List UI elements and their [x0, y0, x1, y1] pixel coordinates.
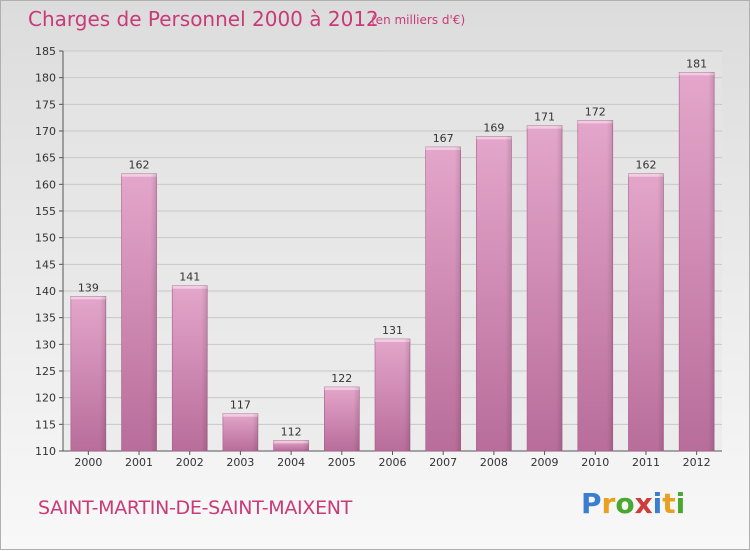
bar-layer	[70, 72, 715, 452]
logo-letter: i	[652, 487, 663, 520]
logo-letter: P	[581, 487, 602, 520]
x-tick-label: 2007	[429, 456, 457, 469]
x-tick-label: 2003	[226, 456, 254, 469]
y-tick-label: 120	[35, 392, 56, 405]
y-tick-label: 145	[35, 258, 56, 271]
bar-shade	[657, 173, 664, 451]
y-tick-label: 160	[35, 178, 56, 191]
bar-shade	[505, 136, 512, 452]
bar-shade	[201, 285, 208, 451]
chart-title: Charges de Personnel 2000 à 2012	[28, 7, 379, 31]
y-tick-label: 125	[35, 365, 56, 378]
data-label: 162	[129, 159, 150, 172]
y-tick-label: 140	[35, 285, 56, 298]
y-tick-label: 155	[35, 205, 56, 218]
bar-highlight	[121, 173, 157, 177]
y-tick-label: 110	[35, 445, 56, 458]
bar-shade	[404, 339, 410, 451]
bar-shade	[556, 125, 563, 452]
x-tick-label: 2002	[176, 456, 204, 469]
bar-shade	[302, 440, 309, 451]
logo-letter: o	[615, 487, 635, 520]
x-tick-label: 2000	[74, 456, 102, 469]
bar-highlight	[476, 136, 512, 140]
data-label: 117	[230, 399, 251, 412]
data-label: 172	[585, 105, 606, 118]
bar-highlight	[324, 387, 360, 390]
bar-shade	[251, 413, 258, 451]
bar-highlight	[425, 147, 461, 150]
x-tick-label: 2005	[328, 456, 356, 469]
data-label: 181	[686, 57, 707, 70]
data-label: 141	[179, 271, 200, 284]
x-tick-label: 2010	[581, 456, 609, 469]
chart-unit: (en milliers d'€)	[371, 13, 466, 27]
x-tick-label: 2008	[480, 456, 508, 469]
x-tick-label: 2011	[632, 456, 660, 469]
x-tick-label: 2009	[531, 456, 559, 469]
data-label: 139	[78, 281, 99, 294]
bar-highlight	[273, 440, 309, 444]
data-label: 112	[281, 425, 302, 438]
label-layer: 139 2000 162 2001 141 2002 117 2003 112 2004 122 20…	[74, 57, 710, 469]
y-tick-label: 180	[35, 72, 56, 85]
bar-shade	[99, 296, 106, 451]
x-tick-label: 2012	[683, 456, 711, 469]
logo-letter: t	[662, 487, 676, 520]
bar-highlight	[172, 285, 208, 289]
x-tick-label: 2004	[277, 456, 305, 469]
data-label: 171	[534, 111, 555, 124]
bar-shade	[454, 147, 461, 451]
bar-shade	[708, 72, 715, 451]
data-label: 122	[331, 372, 352, 385]
data-label: 169	[483, 121, 504, 134]
bar-highlight	[375, 339, 410, 342]
y-tick-label: 175	[35, 98, 56, 111]
bar-shade	[353, 387, 360, 451]
logo-letter: x	[634, 487, 653, 520]
bar-highlight	[527, 125, 563, 129]
city-name: SAINT-MARTIN-DE-SAINT-MAIXENT	[38, 497, 353, 519]
y-tick-label: 150	[35, 232, 56, 245]
y-tick-label: 165	[35, 152, 56, 165]
y-tick-label: 185	[35, 45, 56, 58]
bar-highlight	[628, 173, 664, 177]
y-tick-label: 170	[35, 125, 56, 138]
bar-highlight	[70, 296, 106, 300]
bar-highlight	[679, 72, 715, 76]
x-tick-label: 2001	[125, 456, 153, 469]
bar-shade	[150, 173, 157, 451]
bar-highlight	[577, 120, 613, 124]
bar-shade	[606, 120, 613, 451]
data-label: 162	[635, 159, 656, 172]
y-tick-label: 135	[35, 312, 56, 325]
data-label: 167	[433, 132, 454, 145]
data-label: 131	[382, 324, 403, 337]
y-tick-label: 115	[35, 418, 56, 431]
logo-letter: r	[601, 487, 616, 520]
proxiti-logo[interactable]: Proxiti	[581, 487, 685, 520]
y-tick-label: 130	[35, 338, 56, 351]
bar-highlight	[222, 413, 258, 417]
logo-letter: i	[675, 487, 686, 520]
x-tick-label: 2006	[379, 456, 407, 469]
